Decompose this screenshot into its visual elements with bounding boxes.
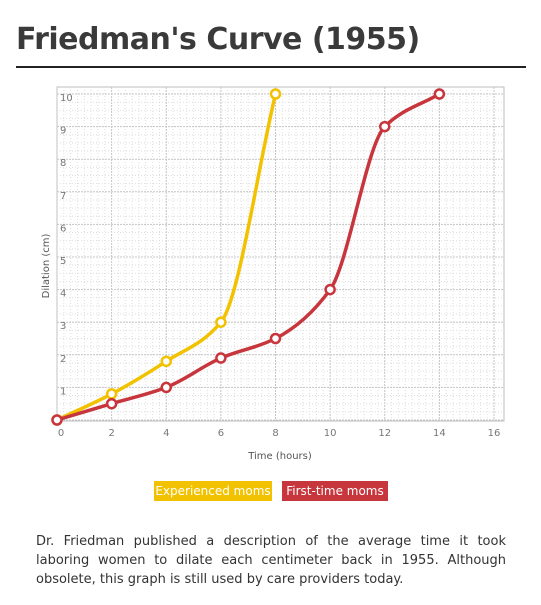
data-point-experienced-moms (160, 355, 172, 368)
x-tick-label: 8 (272, 428, 278, 439)
data-point-first-time-moms (105, 397, 118, 410)
gridlines (56, 87, 504, 421)
y-tick-labels: 1 2 3 4 5 6 7 8 9 10 (60, 93, 73, 397)
x-tick-label: 2 (108, 428, 114, 439)
x-axis-label: Time (hours) (247, 451, 312, 462)
legend-first-time-moms: First-time moms (282, 481, 388, 501)
y-tick-label: 9 (60, 126, 66, 137)
y-tick-label: 3 (60, 321, 66, 332)
y-tick-label: 10 (60, 93, 73, 104)
data-point-first-time-moms (379, 120, 391, 133)
x-tick-labels: 0 2 4 6 8 10 12 14 16 (58, 428, 501, 439)
series-group (51, 88, 446, 426)
data-point-first-time-moms (160, 381, 172, 394)
chart-title: Friedman's Curve (1955) (16, 22, 420, 57)
data-point-experienced-moms (215, 316, 227, 328)
y-tick-label: 2 (60, 354, 66, 365)
data-point-first-time-moms (215, 352, 227, 364)
legend-experienced-moms: Experienced moms (154, 481, 272, 501)
x-tick-label: 4 (163, 428, 169, 439)
y-tick-label: 7 (60, 191, 66, 202)
data-point-first-time-moms (51, 414, 63, 426)
description-text: Dr. Friedman published a description of … (36, 534, 506, 587)
y-tick-label: 1 (60, 386, 66, 397)
x-tick-label: 12 (378, 428, 391, 439)
data-point-first-time-moms (269, 332, 282, 345)
data-point-first-time-moms (433, 88, 446, 100)
y-tick-label: 5 (60, 256, 66, 267)
y-tick-label: 6 (60, 223, 66, 234)
x-tick-label: 0 (58, 428, 64, 439)
y-axis-label: Dilation (cm) (41, 234, 52, 299)
data-point-first-time-moms (324, 283, 336, 296)
plot-area (56, 86, 505, 422)
x-tick-label: 6 (218, 428, 224, 439)
x-tick-label: 16 (488, 428, 501, 439)
data-point-experienced-moms (105, 388, 118, 400)
x-tick-label: 14 (433, 428, 446, 439)
y-tick-label: 4 (60, 289, 66, 300)
title-underline (16, 66, 526, 68)
x-tick-label: 10 (324, 428, 337, 439)
data-point-experienced-moms (269, 88, 282, 100)
series-line-experienced-moms (55, 92, 278, 422)
y-tick-label: 8 (60, 158, 66, 169)
